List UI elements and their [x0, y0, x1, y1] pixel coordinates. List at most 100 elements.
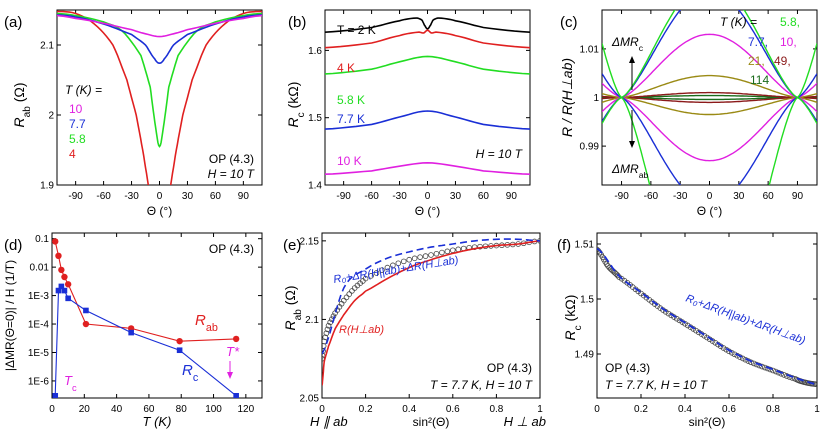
x-tick-label: 90 [238, 191, 250, 202]
series-line [322, 240, 540, 386]
y-tick-label: 0.01 [30, 263, 50, 274]
series-line [325, 161, 530, 175]
y-axis-label: Rc (kΩ) [285, 82, 307, 128]
data-point [379, 267, 385, 273]
y-tick-label: 1.01 [580, 44, 600, 55]
legend-rc: Rc [182, 362, 199, 384]
series-line [322, 238, 540, 355]
y-axis-label-sub: ab [293, 309, 304, 321]
series-label-dashed: R₀+ΔR(H||ab)+ΔR(H⊥ab) [684, 293, 807, 348]
data-point [128, 329, 134, 336]
x-axis-label: Θ (°) [147, 204, 172, 218]
annotation: H = 10 T [208, 167, 256, 181]
data-point [343, 294, 350, 301]
data-point [349, 288, 355, 294]
series-7.7 [57, 14, 262, 65]
legend-rab-main: R [195, 312, 206, 329]
panel-b: -90 -60 -30 0 30 60 90 1.4 1.5 1.6 T = 2 K 4 K 5.8 K… [285, 9, 531, 218]
x-tick-label: 0.4 [678, 404, 692, 415]
data-point [737, 354, 743, 360]
x-tick-label: -90 [68, 191, 83, 202]
series-label: 5.8 K [337, 93, 365, 107]
annotation-dmr-ab-main: ΔMR [611, 162, 639, 176]
annotation-dmr-c: ΔMRc [611, 35, 644, 53]
data-point [65, 295, 71, 302]
panel-label: (c) [560, 14, 578, 31]
x-tick-label: -60 [364, 191, 379, 202]
series-label: 10 K [337, 154, 362, 168]
x-tick-label: 0.8 [489, 404, 503, 415]
panel-label: (f) [557, 237, 571, 254]
y-tick-label: 1.51 [575, 240, 595, 251]
data-point [770, 367, 776, 374]
data-point [717, 343, 724, 350]
y-tick-label: 0.1 [35, 234, 49, 245]
x-tick-label: -90 [336, 191, 351, 202]
x-tick-label: 0.8 [766, 404, 780, 415]
data-point [673, 315, 680, 322]
annotation-dmr-ab-sub: ab [639, 170, 649, 180]
x-tick-label: 60 [478, 191, 490, 202]
legend-item: 7.7 [69, 117, 86, 131]
x-tick-label: 0 [594, 404, 600, 415]
x-axis-label: Θ (°) [697, 204, 722, 218]
x-tick-label: 90 [506, 191, 518, 202]
data-point [61, 273, 68, 281]
panel-c: -90 -60 -30 0 30 60 90 0.99 1 1.01 (c) R / R(H⊥ab) Θ… [559, 9, 818, 218]
y-axis-label-unit: (Ω) [11, 82, 27, 106]
panel-label: (d) [4, 237, 22, 254]
data-point [400, 258, 407, 265]
data-point [176, 347, 183, 354]
y-tick-label: 0.99 [580, 142, 600, 153]
series-line [597, 247, 817, 386]
data-point [390, 262, 396, 269]
legend-item: 21, [748, 54, 765, 68]
y-tick-label: 2.1 [305, 315, 319, 326]
series-group [597, 246, 817, 388]
data-point [767, 366, 774, 373]
x-tick-label: 100 [205, 404, 222, 415]
annotation-tc: Tc [64, 373, 77, 393]
data-point [781, 372, 787, 378]
y-axis-label: R / R(H⊥ab) [559, 58, 575, 137]
data-point [340, 297, 347, 304]
data-point [739, 355, 746, 362]
panel-label: (a) [4, 14, 22, 31]
data-point [748, 359, 754, 366]
data-point [720, 345, 727, 351]
legend-item: 5.8 [69, 132, 86, 146]
y-axis-label-unit: (kΩ) [562, 295, 578, 326]
series-group [322, 238, 540, 386]
data-point [346, 291, 353, 297]
series-line [602, 74, 817, 104]
y-axis-label-unit: (kΩ) [285, 82, 301, 113]
data-point [701, 332, 708, 339]
data-point [82, 320, 90, 328]
data-point [176, 337, 183, 345]
y-tick-label: 2.05 [300, 394, 320, 405]
x-tick-label: 0 [49, 404, 55, 415]
series-group [325, 17, 530, 175]
x-tick-label: 1 [537, 404, 543, 415]
series-line [54, 285, 237, 397]
series-line [325, 110, 530, 130]
y-tick-label: 1 [593, 93, 599, 104]
x-tick-label: 0.6 [446, 404, 460, 415]
y-axis-label-main: R [285, 117, 301, 127]
series-line [602, 43, 817, 185]
x-tick-label: -90 [614, 191, 629, 202]
legend-item: 49, [774, 54, 791, 68]
annotation: OP (4.3) [487, 361, 532, 375]
y-tick-label: 2 [48, 111, 54, 122]
data-point [324, 326, 331, 333]
annotation-dmr-ab: ΔMRab [611, 162, 648, 180]
data-point [232, 335, 240, 343]
series-line [602, 93, 817, 116]
data-point [682, 320, 688, 327]
y-tick-label: 1E-6 [28, 376, 50, 387]
x-tick-label: 80 [176, 404, 188, 415]
x-tick-label: 30 [733, 191, 745, 202]
annotation-dmr-c-main: ΔMR [611, 35, 639, 49]
x-tick-label: 1 [814, 404, 820, 415]
data-point [64, 281, 72, 288]
